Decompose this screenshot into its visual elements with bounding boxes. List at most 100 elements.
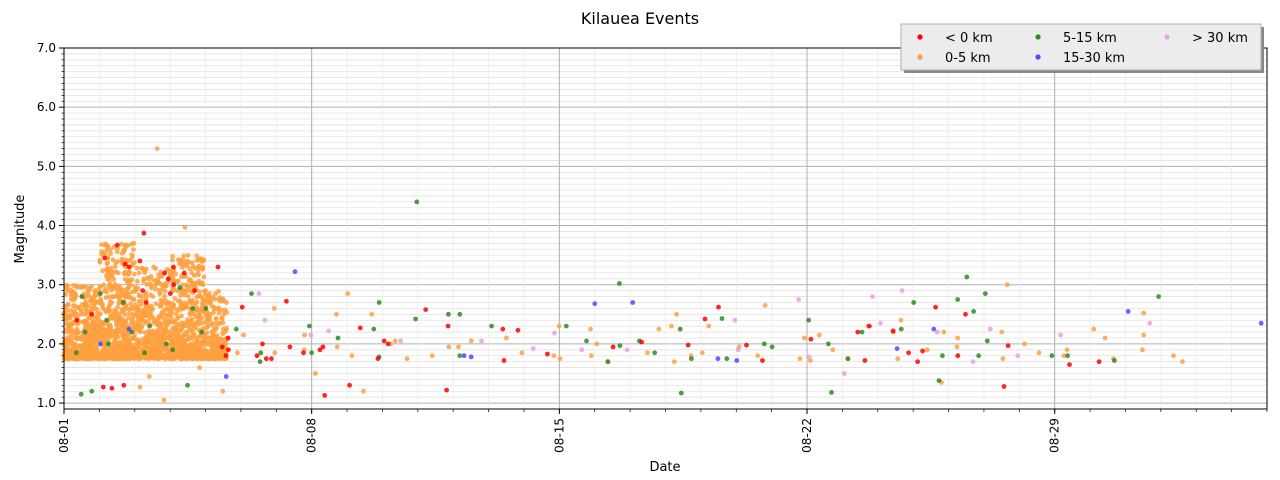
data-point-0-5-km	[146, 374, 152, 379]
data-point-0-5-km	[136, 270, 142, 276]
data-point-0-5-km	[645, 350, 650, 356]
data-point-0-5-km	[594, 341, 600, 347]
data-point-0-5-km	[208, 312, 213, 317]
data-point-0-5-km	[98, 284, 103, 289]
data-point-0-5-km	[189, 260, 195, 265]
data-point-0-5-km	[159, 321, 165, 327]
data-point-5-15-km	[371, 326, 377, 332]
data-point-0-5-km	[115, 356, 120, 361]
legend-label: 0-5 km	[945, 51, 991, 66]
data-point-0-km	[140, 288, 146, 293]
data-point-0-5-km	[199, 294, 204, 300]
data-point-0-5-km	[120, 332, 125, 337]
data-point-0-5-km	[186, 335, 192, 341]
data-point-30-km	[624, 347, 630, 353]
data-point-0-5-km	[954, 344, 960, 350]
data-point-0-5-km	[557, 356, 563, 362]
data-point-0-5-km	[145, 276, 151, 282]
data-point-0-5-km	[127, 277, 133, 283]
data-point-5-15-km	[677, 326, 683, 332]
data-point-0-5-km	[134, 350, 140, 356]
data-point-5-15-km	[489, 323, 494, 329]
data-point-0-5-km	[153, 301, 159, 307]
data-point-0-5-km	[181, 332, 187, 338]
data-point-5-15-km	[120, 300, 126, 305]
data-point-5-15-km	[79, 294, 85, 299]
data-point-0-5-km	[129, 254, 135, 260]
data-point-0-km	[444, 387, 449, 393]
data-point-0-5-km	[195, 316, 201, 321]
data-point-0-5-km	[429, 353, 435, 359]
data-point-5-15-km	[307, 323, 312, 329]
data-point-0-km	[141, 230, 147, 236]
data-point-0-km	[301, 350, 306, 356]
data-point-0-5-km	[74, 326, 80, 332]
data-point-0-5-km	[924, 347, 930, 353]
data-point-0-5-km	[74, 354, 80, 359]
data-point-5-15-km	[769, 344, 775, 350]
data-point-5-15-km	[106, 341, 111, 347]
data-point-0-5-km	[204, 294, 210, 299]
data-point-0-5-km	[71, 341, 77, 347]
data-point-0-5-km	[190, 347, 195, 352]
data-point-0-5-km	[334, 311, 339, 317]
data-point-0-5-km	[196, 263, 202, 269]
data-point-0-km	[109, 385, 115, 391]
data-point-15-30-km	[461, 353, 467, 359]
data-point-0-km	[808, 336, 814, 342]
data-point-0-5-km	[369, 311, 375, 317]
data-point-0-5-km	[173, 271, 179, 277]
data-point-0-5-km	[132, 271, 137, 277]
data-point-0-km	[226, 347, 231, 353]
data-point-0-5-km	[128, 321, 134, 327]
data-point-0-5-km	[171, 303, 176, 309]
data-point-0-5-km	[141, 279, 146, 284]
data-point-0-5-km	[84, 309, 89, 314]
data-point-0-5-km	[105, 356, 111, 361]
data-point-5-15-km	[940, 353, 945, 359]
data-point-0-5-km	[79, 311, 85, 317]
data-point-0-5-km	[151, 332, 157, 338]
data-point-0-km	[685, 342, 691, 348]
data-point-0-5-km	[205, 317, 211, 323]
data-point-0-5-km	[100, 268, 105, 274]
data-point-0-5-km	[93, 336, 98, 342]
data-point-0-5-km	[241, 332, 247, 338]
data-point-30-km	[732, 317, 738, 323]
data-point-0-5-km	[134, 321, 140, 327]
data-point-0-5-km	[157, 350, 163, 355]
data-point-0-5-km	[142, 319, 148, 324]
data-point-30-km	[308, 332, 314, 338]
data-point-0-km	[219, 344, 225, 350]
data-point-0-5-km	[87, 345, 93, 351]
data-point-0-5-km	[205, 337, 211, 343]
data-point-0-5-km	[208, 356, 214, 361]
data-point-0-5-km	[107, 352, 113, 358]
data-point-0-5-km	[194, 304, 200, 310]
legend-marker	[1164, 34, 1170, 40]
data-point-0-5-km	[955, 335, 961, 341]
data-point-0-5-km	[706, 323, 712, 329]
data-point-0-5-km	[161, 397, 167, 403]
x-tick-label: 08-01	[57, 418, 71, 453]
data-point-0-5-km	[162, 297, 168, 303]
data-point-0-5-km	[67, 321, 72, 327]
data-point-0-km	[114, 242, 120, 248]
data-point-0-5-km	[111, 269, 117, 275]
data-point-0-5-km	[86, 355, 92, 361]
data-point-0-km	[639, 339, 644, 345]
data-point-0-5-km	[101, 352, 107, 358]
data-point-0-5-km	[200, 301, 205, 306]
data-point-0-5-km	[169, 351, 175, 357]
data-point-5-15-km	[563, 323, 569, 329]
y-tick-label: 3.0	[37, 278, 56, 292]
data-point-0-5-km	[214, 347, 220, 353]
data-point-0-5-km	[132, 284, 138, 290]
data-point-0-5-km	[108, 299, 113, 304]
data-point-0-5-km	[503, 335, 509, 341]
data-point-0-5-km	[167, 268, 173, 274]
data-point-0-5-km	[107, 308, 112, 313]
x-tick-label: 08-22	[800, 418, 814, 453]
data-point-15-30-km	[931, 326, 937, 332]
data-point-0-5-km	[556, 323, 562, 329]
